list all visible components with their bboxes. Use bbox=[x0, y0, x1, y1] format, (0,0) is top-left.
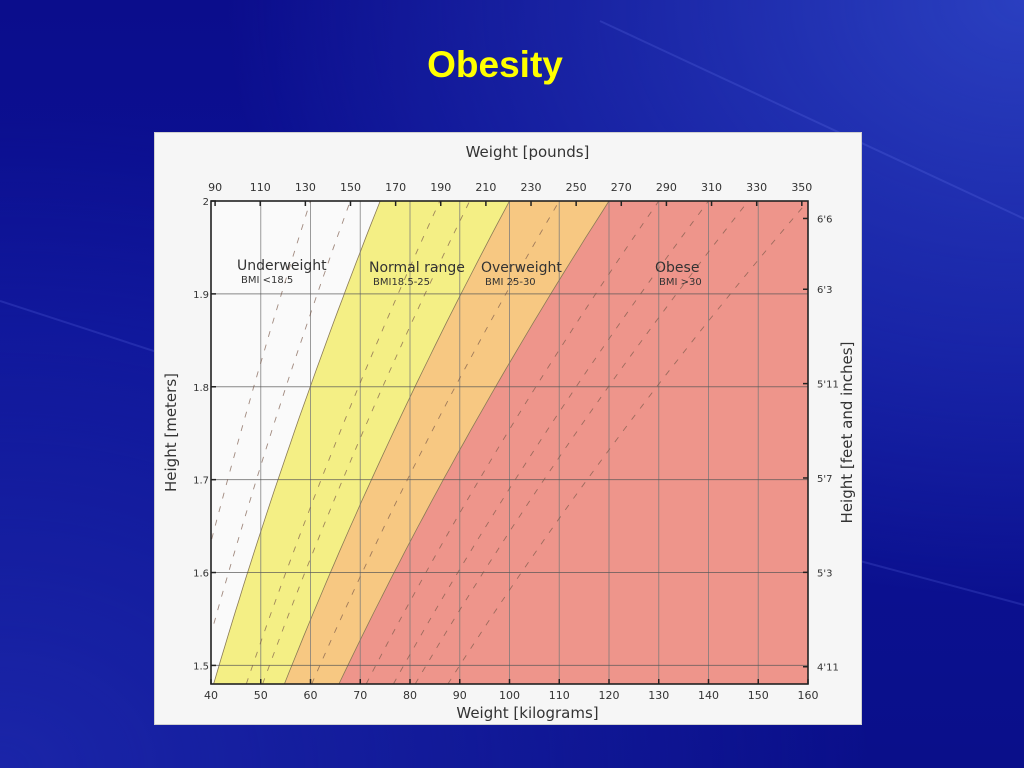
x2-tick-label: 190 bbox=[430, 181, 451, 194]
y-tick-label: 1.5 bbox=[193, 661, 209, 672]
x-tick-label: 90 bbox=[453, 689, 467, 702]
x2-tick-label: 170 bbox=[385, 181, 406, 194]
bmi-zones bbox=[211, 200, 808, 685]
iso-bmi-dashed-line bbox=[393, 200, 709, 685]
x-axis-title: Weight [kilograms] bbox=[456, 704, 598, 722]
x2-tick-label: 350 bbox=[791, 181, 812, 194]
iso-bmi-dashed-line bbox=[311, 200, 560, 685]
bmi-boundary-line bbox=[213, 200, 381, 685]
x-tick-label: 80 bbox=[403, 689, 417, 702]
y2-tick-label: 5'7 bbox=[817, 474, 832, 485]
y-tick-label: 2 bbox=[203, 197, 209, 208]
bmi-boundary-line bbox=[338, 200, 610, 685]
x2-tick-label: 330 bbox=[746, 181, 767, 194]
x2-tick-label: 230 bbox=[521, 181, 542, 194]
y-tick-label: 1.9 bbox=[193, 290, 209, 301]
zone-label: Normal range bbox=[369, 260, 465, 276]
plot-frame bbox=[210, 200, 809, 685]
y-axis-title: Height [meters] bbox=[162, 373, 180, 492]
x2-tick-label: 210 bbox=[475, 181, 496, 194]
x-tick-label: 120 bbox=[599, 689, 620, 702]
x2-tick-label: 290 bbox=[656, 181, 677, 194]
x-tick-label: 40 bbox=[204, 689, 218, 702]
zone-sublabel: BMI 25-30 bbox=[485, 277, 536, 288]
y-tick-label: 1.6 bbox=[193, 569, 209, 580]
zone-obese bbox=[338, 201, 808, 684]
x-tick-label: 60 bbox=[304, 689, 318, 702]
x2-tick-label: 130 bbox=[295, 181, 316, 194]
zone-label: Overweight bbox=[481, 260, 562, 276]
y2-tick-label: 5'3 bbox=[817, 568, 832, 579]
x-tick-label: 150 bbox=[748, 689, 769, 702]
x2-tick-label: 250 bbox=[566, 181, 587, 194]
bmi-chart: 40 50 60 70 80 90 100 110 120 130 140 150 160 90 110 13… bbox=[162, 143, 856, 722]
y-tick-label: 1.8 bbox=[193, 383, 209, 394]
x-tick-label: 160 bbox=[798, 689, 819, 702]
x2-tick-label: 150 bbox=[340, 181, 361, 194]
iso-bmi-dashed-line bbox=[262, 200, 471, 685]
iso-bmi-dashed-line bbox=[213, 200, 351, 624]
y2-tick-label: 5'11 bbox=[817, 380, 839, 391]
background-streak bbox=[859, 560, 1024, 614]
x2-axis-title: Weight [pounds] bbox=[466, 143, 590, 161]
y2-tick-label: 6'3 bbox=[817, 285, 832, 296]
x-tick-label: 50 bbox=[254, 689, 268, 702]
x-tick-label: 110 bbox=[549, 689, 570, 702]
slide-title: Obesity bbox=[427, 44, 563, 85]
iso-bmi-dashed-line bbox=[245, 200, 441, 685]
zone-sublabel: BMI <18.5 bbox=[241, 275, 293, 286]
zone-sublabel: BMI18.5-25 bbox=[373, 277, 430, 288]
x-tick-label: 130 bbox=[648, 689, 669, 702]
y2-axis-title: Height [feet and inches] bbox=[838, 342, 856, 524]
x2-tick-label: 310 bbox=[701, 181, 722, 194]
zone-label: Obese bbox=[655, 260, 699, 276]
x-tick-label: 70 bbox=[353, 689, 367, 702]
zone-label: Underweight bbox=[237, 258, 327, 274]
iso-bmi-dashed-line bbox=[211, 200, 311, 540]
zone-sublabel: BMI >30 bbox=[659, 277, 702, 288]
x2-tick-label: 90 bbox=[208, 181, 222, 194]
x-tick-label: 100 bbox=[499, 689, 520, 702]
iso-bmi-dashed-line bbox=[365, 200, 660, 685]
chart-grid bbox=[210, 200, 809, 684]
zone-overweight bbox=[284, 201, 609, 684]
bmi-boundary-line bbox=[284, 200, 510, 685]
zone-underweight bbox=[211, 201, 381, 684]
bmi-chart-panel: 40 50 60 70 80 90 100 110 120 130 140 150 160 90 110 13… bbox=[154, 132, 862, 725]
y-tick-label: 1.7 bbox=[193, 476, 209, 487]
x2-tick-label: 110 bbox=[250, 181, 271, 194]
axis-labels: 40 50 60 70 80 90 100 110 120 130 140 150 160 90 110 13… bbox=[162, 143, 856, 722]
iso-bmi-dashed-lines bbox=[211, 200, 809, 685]
y2-tick-label: 6'6 bbox=[817, 214, 832, 225]
zone-normal-range bbox=[213, 201, 510, 684]
y2-tick-label: 4'11 bbox=[817, 663, 839, 674]
x-tick-label: 140 bbox=[698, 689, 719, 702]
x2-tick-label: 270 bbox=[611, 181, 632, 194]
